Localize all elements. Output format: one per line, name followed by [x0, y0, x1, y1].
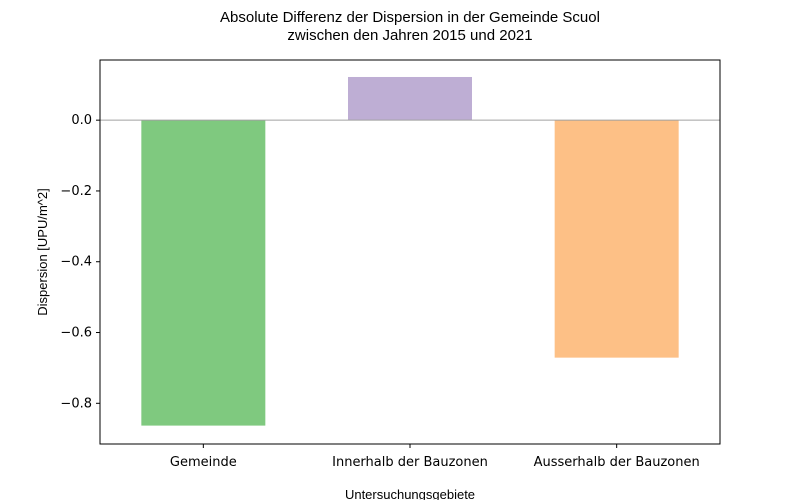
x-tick-label: Innerhalb der Bauzonen	[332, 455, 488, 470]
plot-area	[99, 59, 721, 445]
bar-0	[141, 120, 266, 426]
y-tick-label: −0.2	[60, 184, 92, 199]
x-tick-label: Ausserhalb der Bauzonen	[534, 455, 700, 470]
chart-title-line-1: Absolute Differenz der Dispersion in der…	[220, 9, 600, 26]
chart-title-line-2: zwischen den Jahren 2015 und 2021	[287, 27, 532, 44]
chart-title: Absolute Differenz der Dispersion in der…	[220, 9, 600, 44]
bar-1	[348, 76, 472, 121]
y-axis: 0.0 −0.2 −0.4 −0.6 −0.8	[60, 113, 100, 411]
y-tick-label: −0.8	[60, 396, 92, 411]
x-axis: Gemeinde Innerhalb der Bauzonen Ausserhalb…	[170, 444, 700, 470]
bar-2	[554, 120, 679, 358]
y-axis-label: Dispersion [UPU/m^2]	[35, 188, 50, 315]
x-axis-label: Untersuchungsgebiete	[345, 487, 475, 500]
x-tick-label: Gemeinde	[170, 455, 237, 470]
y-tick-label: −0.4	[60, 255, 92, 270]
y-tick-label: 0.0	[71, 113, 92, 128]
y-tick-label: −0.6	[60, 326, 92, 341]
